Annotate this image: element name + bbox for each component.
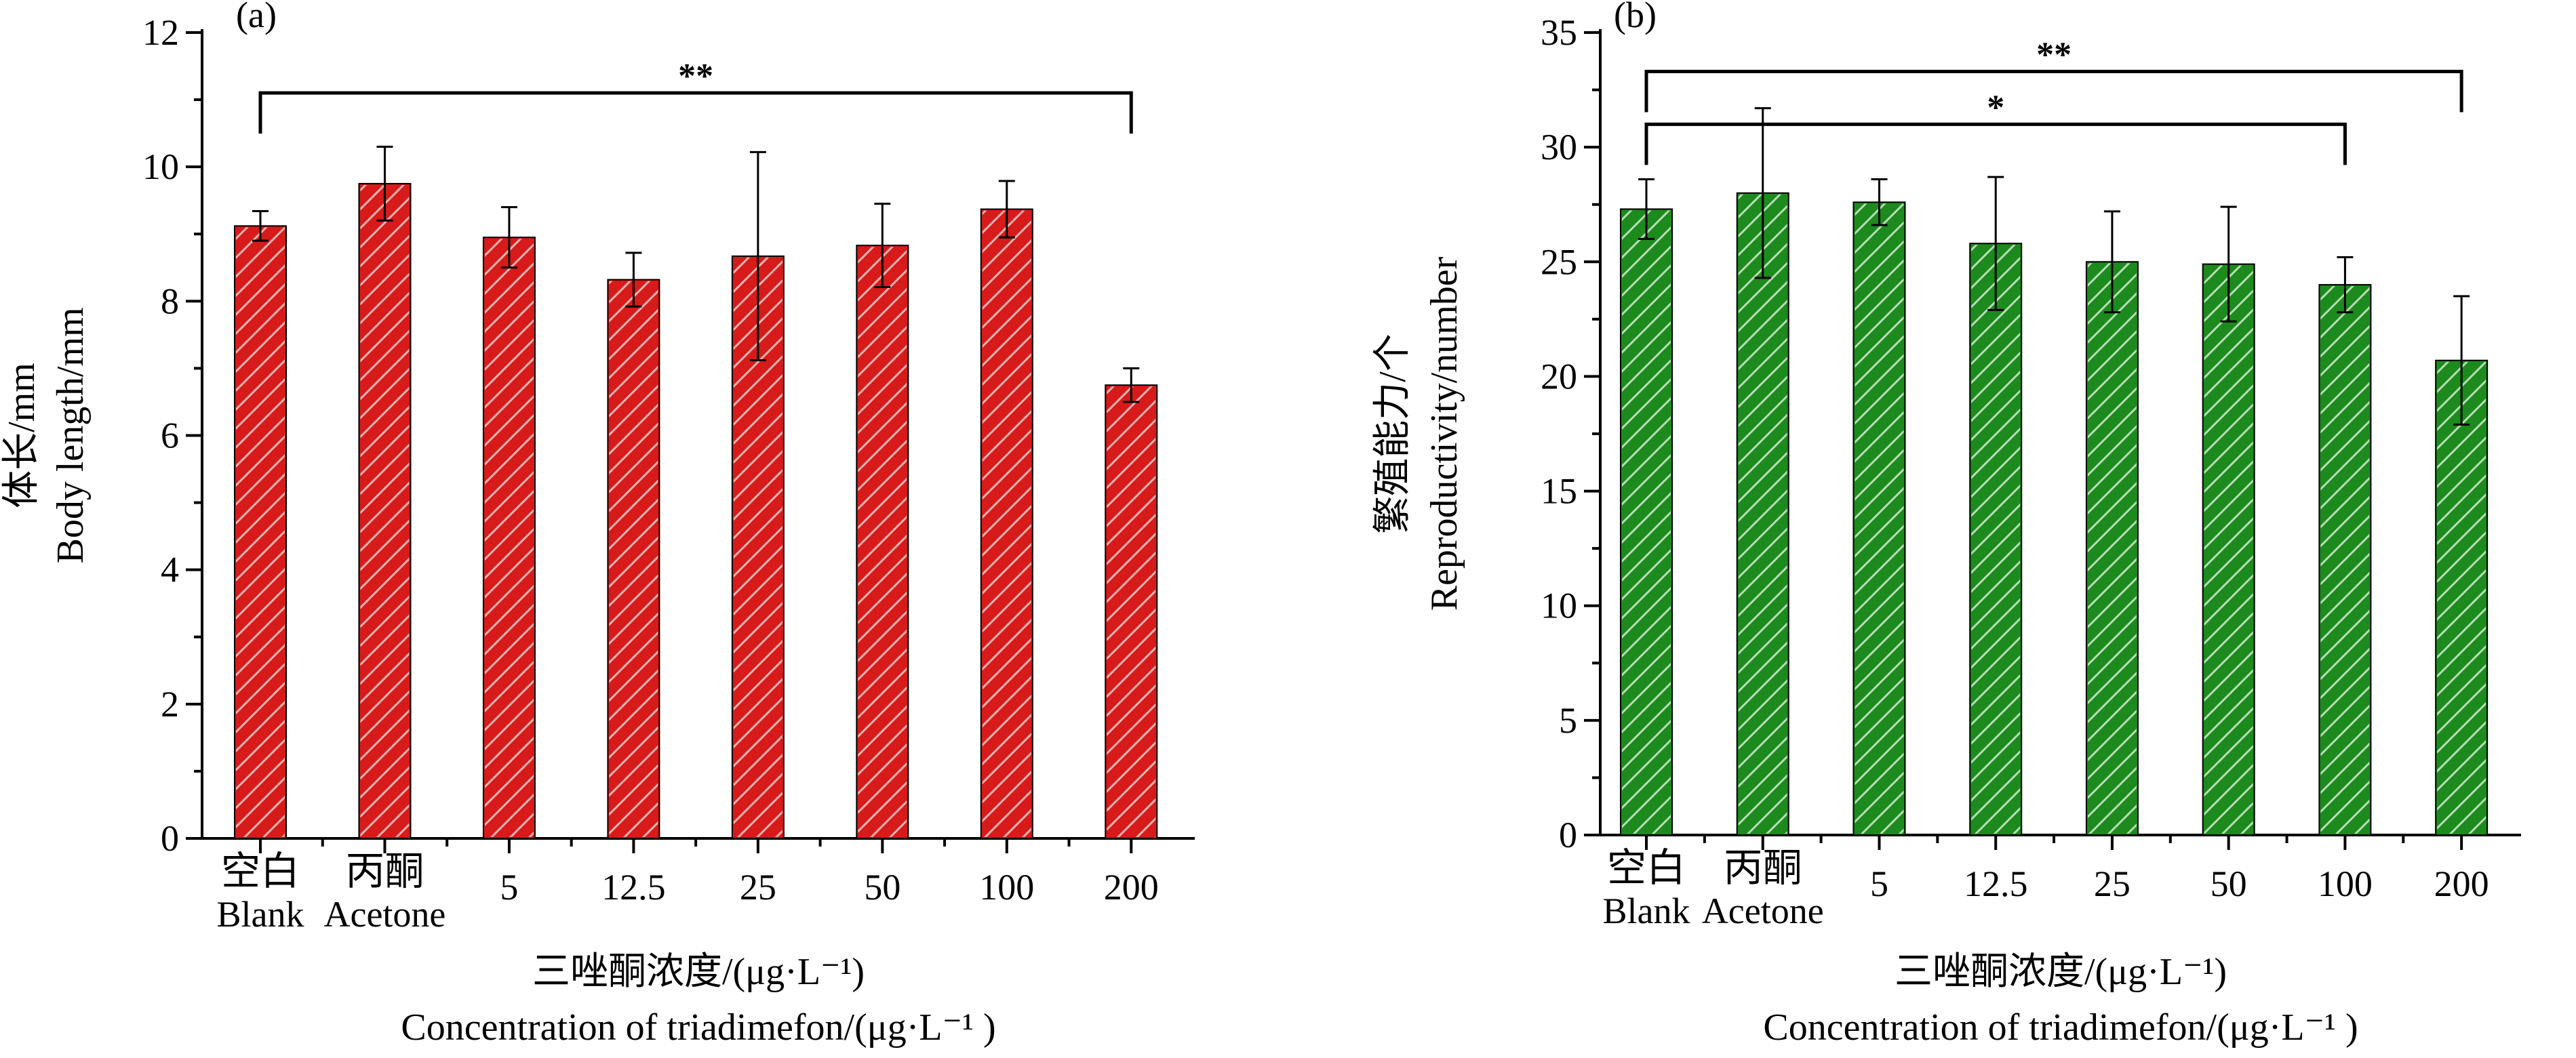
x-axis-label: Concentration of triadimefon/(μg·L⁻¹ ) [1763,1006,2358,1049]
panel-label: (a) [236,0,277,35]
y-tick-label: 8 [161,281,179,321]
significance-label: * [1987,88,2004,127]
x-tick-label: 丙酮 [1724,846,1802,890]
significance-label: ** [2036,36,2072,75]
bar-hatch [1738,194,1787,834]
bar-hatch [484,239,534,837]
x-tick-label: 50 [864,867,900,908]
significance-bracket [258,91,1133,134]
bar-hatch [2087,263,2137,834]
y-tick-label: 35 [1541,12,1577,53]
significance-bracket [1644,122,2347,165]
bar-hatch [2204,265,2253,834]
bar-hatch [1971,245,2021,834]
y-tick-label: 2 [161,684,179,725]
x-tick-label: 丙酮 [345,849,424,893]
y-tick-label: 0 [1559,815,1577,855]
y-tick-label: 10 [142,146,179,187]
x-tick-label: 25 [740,867,776,908]
x-tick-label: 100 [979,867,1034,908]
bar-hatch [1855,203,1904,834]
x-tick-label: Blank [217,894,304,935]
bar-hatch [2320,286,2370,834]
x-axis-label: 三唑酮浓度/(μg·L⁻¹) [1895,951,2227,993]
x-tick-label: 200 [1104,867,1159,908]
y-axis-label: Body length/mm [49,308,92,564]
y-tick-label: 4 [161,550,179,590]
x-tick-label: Acetone [1702,891,1824,931]
y-tick-label: 0 [161,818,179,859]
bar-hatch [858,247,907,837]
x-tick-label: 空白 [221,849,300,893]
x-tick-label: 25 [2094,863,2131,904]
x-tick-label: 100 [2318,863,2373,904]
significance-bracket [1644,70,2463,113]
bar-hatch [2437,361,2486,834]
y-axis-label: 体长/mm [1,363,43,508]
x-tick-label: 200 [2434,863,2489,904]
x-tick-label: 5 [500,867,518,908]
y-axis-label: Reproductivity/number [1423,256,1465,611]
y-tick-label: 15 [1541,471,1577,512]
y-tick-label: 25 [1541,241,1577,282]
bar-hatch [982,210,1031,837]
x-tick-label: 12.5 [601,867,666,908]
y-tick-label: 20 [1541,356,1577,396]
bar-hatch [360,184,410,837]
y-tick-label: 10 [1541,586,1577,626]
significance-label: ** [678,57,713,96]
x-axis-label: Concentration of triadimefon/(μg·L⁻¹ ) [401,1006,995,1049]
x-axis-label: 三唑酮浓度/(μg·L⁻¹) [532,951,865,993]
bar-hatch [609,281,658,837]
x-tick-label: 空白 [1607,846,1686,890]
x-tick-label: 5 [1870,863,1888,904]
y-tick-label: 5 [1559,700,1577,741]
bar-hatch [236,227,285,837]
x-tick-label: 12.5 [1964,863,2028,904]
x-tick-label: Blank [1603,891,1690,931]
y-tick-label: 30 [1541,127,1577,167]
y-tick-label: 6 [161,415,179,456]
bar-hatch [1622,210,1671,834]
x-tick-label: 50 [2211,863,2247,904]
bar-hatch [1107,386,1156,837]
y-axis-label: 繁殖能力/个 [1372,333,1414,534]
panel-label: (b) [1614,0,1657,35]
y-tick-label: 12 [142,12,179,53]
x-tick-label: Acetone [324,894,446,935]
